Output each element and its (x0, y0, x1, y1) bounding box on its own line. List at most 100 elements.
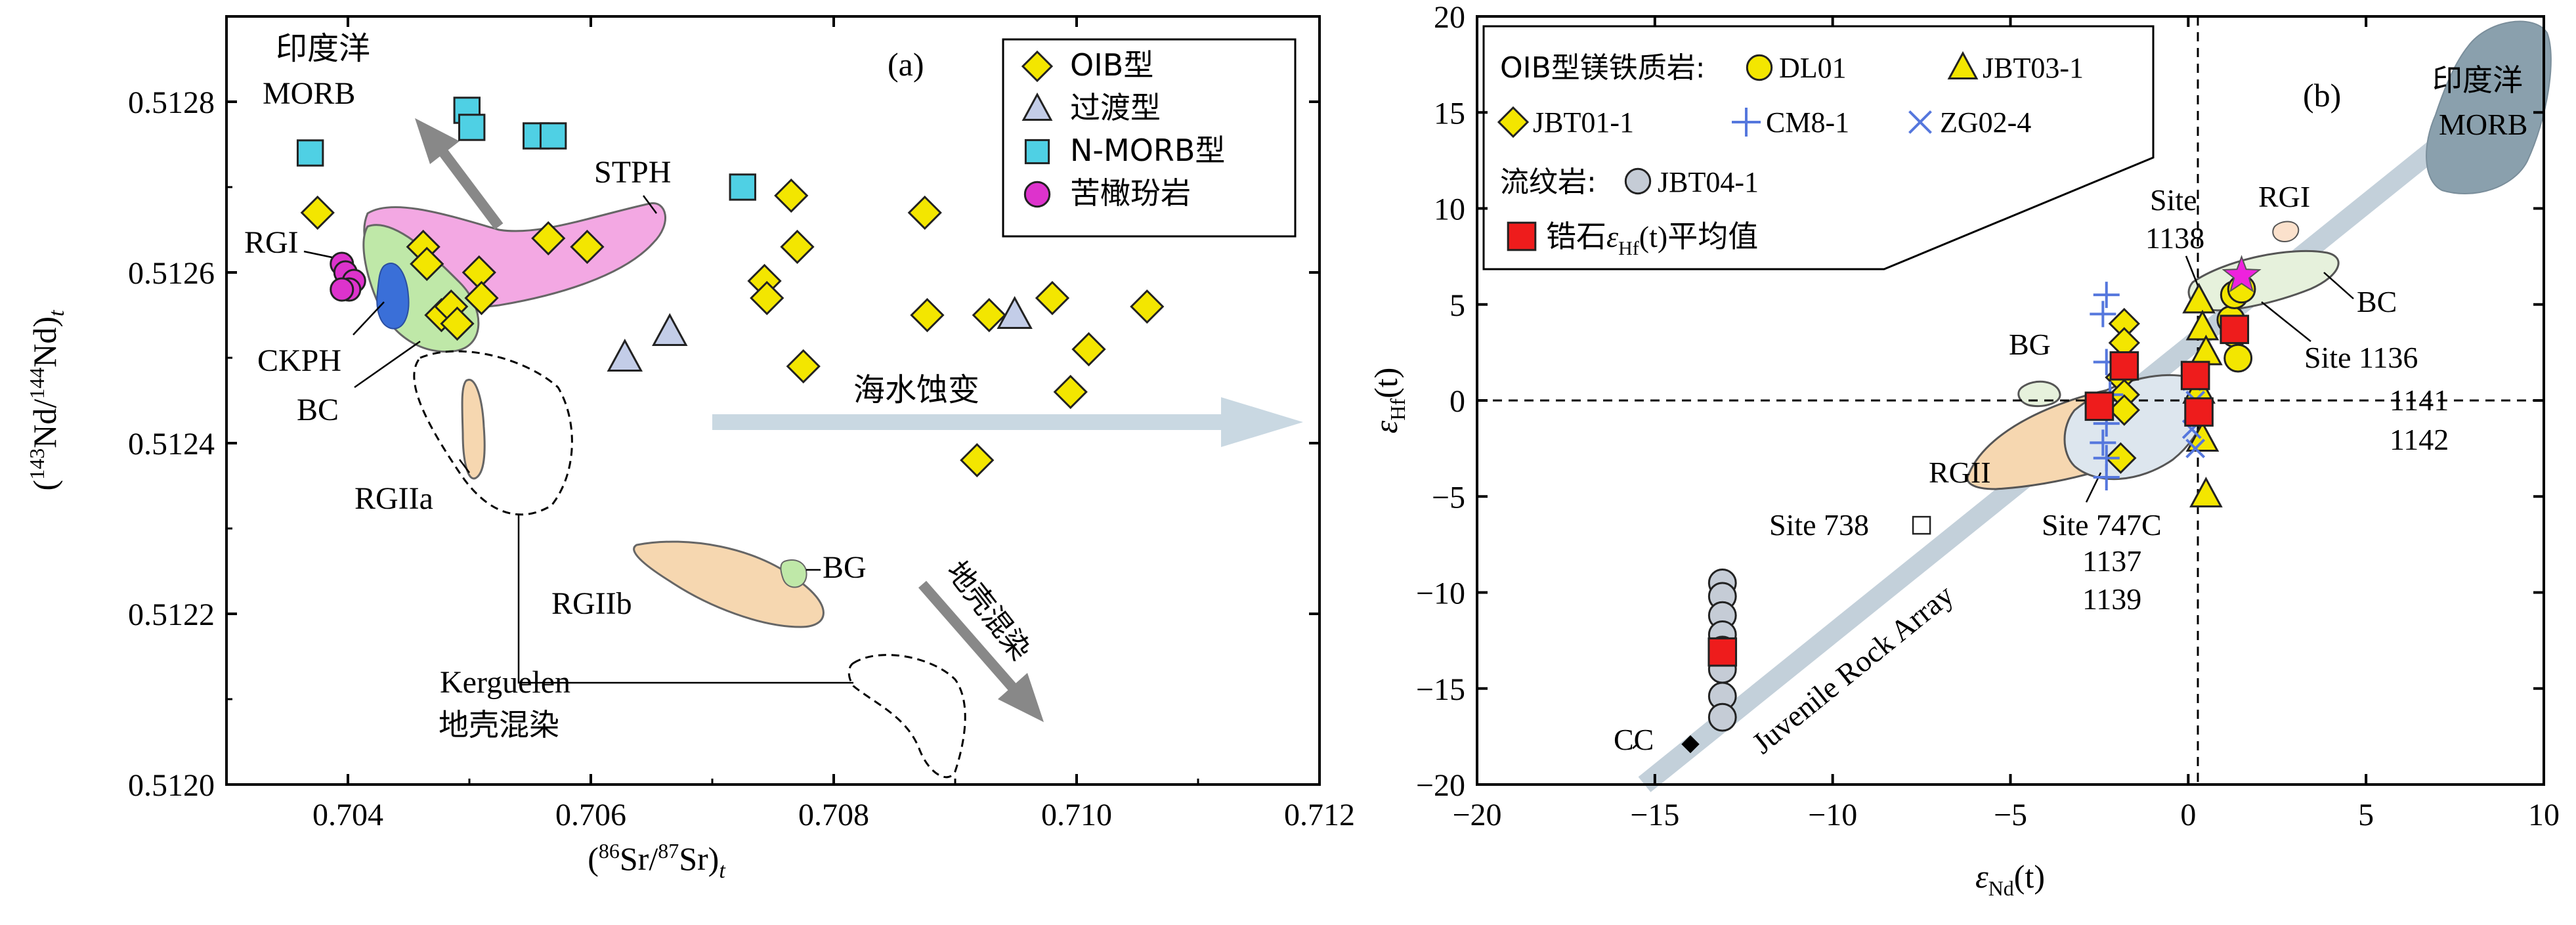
x-tick-label: 0.712 (1284, 798, 1355, 832)
leader-stph (642, 195, 658, 214)
x-tick-label: 0.706 (555, 798, 626, 832)
region-indian-morb-b (2426, 20, 2552, 194)
data-point-8-0 (1912, 515, 1931, 535)
annotation-kerguelen-crust: 地壳混染 (439, 707, 559, 742)
y-tick-label: 0.5122 (128, 597, 215, 632)
x-tick-label: −15 (1630, 798, 1679, 832)
data-point-6-4 (2220, 314, 2250, 345)
region-rgi-b (2272, 221, 2300, 243)
panel-a-label: (a) (888, 46, 924, 83)
x-tick-label: 0.704 (312, 798, 383, 832)
y-tick-label: 15 (1434, 96, 1465, 131)
data-point-1-0 (607, 338, 643, 372)
annotation-site-1136: Site 1136 (2304, 341, 2418, 374)
leader-cc (1632, 743, 1639, 749)
y-tick-label: 5 (1449, 288, 1465, 323)
data-point-2-0 (296, 139, 324, 167)
data-point-0-18 (972, 297, 1006, 333)
arrow-crustal-contamination-a (918, 580, 1044, 722)
arrow-morb-a (415, 118, 504, 230)
data-point-0-15 (907, 195, 942, 230)
panel-b-xlabel: εNd(t) (1975, 858, 2045, 900)
data-point-0-9 (570, 229, 605, 265)
x-tick-label: −5 (1994, 798, 2027, 832)
annotation-bc-a: BC (297, 393, 339, 427)
data-point-0-5 (440, 306, 475, 341)
data-point-0-17 (960, 442, 995, 478)
annotation-stph: STPH (594, 155, 671, 190)
data-point-2-5 (2105, 442, 2137, 474)
legend-b-label-4: ZG02-4 (1940, 106, 2031, 139)
leader-bc-b (2323, 272, 2354, 299)
data-point-2-4 (539, 122, 567, 150)
data-point-3-0 (2093, 282, 2120, 309)
legend-a-marker-3 (1023, 181, 1051, 208)
data-point-0-8 (531, 221, 566, 256)
panel-a-regions (303, 118, 1303, 779)
region-bc-b (2187, 249, 2340, 312)
legend-a-label-2: N-MORB型 (1070, 133, 1225, 168)
panel-a-points (296, 97, 1165, 478)
panel-b-regions (1477, 16, 2552, 792)
legend-b-label-3: CM8-1 (1766, 106, 1849, 139)
annotation-site-1141: 1141 (2390, 383, 2449, 417)
legend-b-oib-title: OIB型镁铁质岩: (1500, 51, 1706, 85)
x-tick-label: −10 (1808, 798, 1857, 832)
data-point-1-1 (652, 312, 688, 346)
data-point-9-0 (2222, 255, 2262, 293)
region-rgiib (633, 540, 825, 628)
leader-rgiia (459, 459, 470, 473)
leader-site-1136 (2261, 301, 2311, 342)
panel-a-ticks: 0.704 0.706 0.708 0.710 0.712 0.5120 0.5122 0.5… (128, 16, 1355, 832)
y-tick-label: 0.5128 (128, 85, 215, 120)
annotation-bg-b: BG (2009, 328, 2051, 361)
panel-a-xlabel: (86Sr/87Sr)t (588, 839, 726, 883)
data-point-3-4 (330, 277, 354, 302)
panel-a-ylabel: (143Nd/144Nd)t (25, 309, 69, 490)
legend-b-marker-2 (1497, 106, 1530, 139)
panel-b-label: (b) (2303, 77, 2341, 114)
annotation-seawater: 海水蚀变 (853, 372, 979, 408)
y-tick-label: −20 (1416, 768, 1465, 803)
data-point-0-14 (786, 349, 821, 384)
legend-b-marker-0 (1746, 54, 1773, 81)
data-point-1-2 (997, 295, 1033, 329)
data-point-0-22 (1130, 289, 1165, 324)
data-point-7-0 (1681, 735, 1700, 754)
data-point-0-11 (750, 280, 784, 316)
y-tick-label: 0 (1449, 384, 1465, 419)
y-tick-label: −10 (1416, 576, 1465, 611)
annotation-site-1138-num: 1138 (2145, 221, 2204, 255)
legend-a-label-0: OIB型 (1070, 47, 1153, 83)
x-tick-label: 0 (2180, 798, 2196, 832)
annotation-rgi-a: RGI (244, 225, 299, 260)
annotation-site-1139: 1139 (2082, 582, 2141, 616)
y-tick-label: −5 (1432, 480, 1465, 515)
legend-a-label-3: 苦橄玢岩 (1070, 175, 1191, 211)
legend-b-marker-rhyolite (1624, 167, 1652, 195)
annotation-site-1142: 1142 (2390, 423, 2449, 456)
region-bg-b (2017, 380, 2061, 408)
annotation-rgii-b: RGII (1929, 456, 1991, 489)
x-tick-label: 5 (2358, 798, 2374, 832)
legend-b-marker-1 (1947, 51, 1979, 79)
data-point-6-2 (2180, 360, 2210, 391)
data-point-1-4 (2185, 421, 2220, 452)
panel-b-ticks: −20 −15 −10 −5 0 5 10 −20 −15 −10 −5 0 5 10 15 20 (1416, 0, 2560, 832)
data-point-3-7 (2093, 464, 2120, 490)
legend-a-marker-1 (1021, 92, 1053, 121)
leader-bc-a (354, 340, 421, 389)
x-tick-label: −20 (1452, 798, 1501, 832)
annotation-bg-a: BG (823, 550, 867, 585)
y-tick-label: −15 (1416, 672, 1465, 707)
data-point-0-2 (2223, 343, 2253, 373)
region-ckph (376, 263, 410, 330)
legend-b-label-0: DL01 (1779, 52, 1847, 84)
arrow-seawater-alteration (712, 397, 1303, 447)
data-point-3-1 (2090, 301, 2116, 328)
annotation-rgiia: RGIIa (354, 481, 433, 516)
annotation-rgiib: RGIIb (551, 586, 632, 621)
x-tick-label: 10 (2528, 798, 2560, 832)
data-point-5-7 (1707, 702, 1737, 732)
